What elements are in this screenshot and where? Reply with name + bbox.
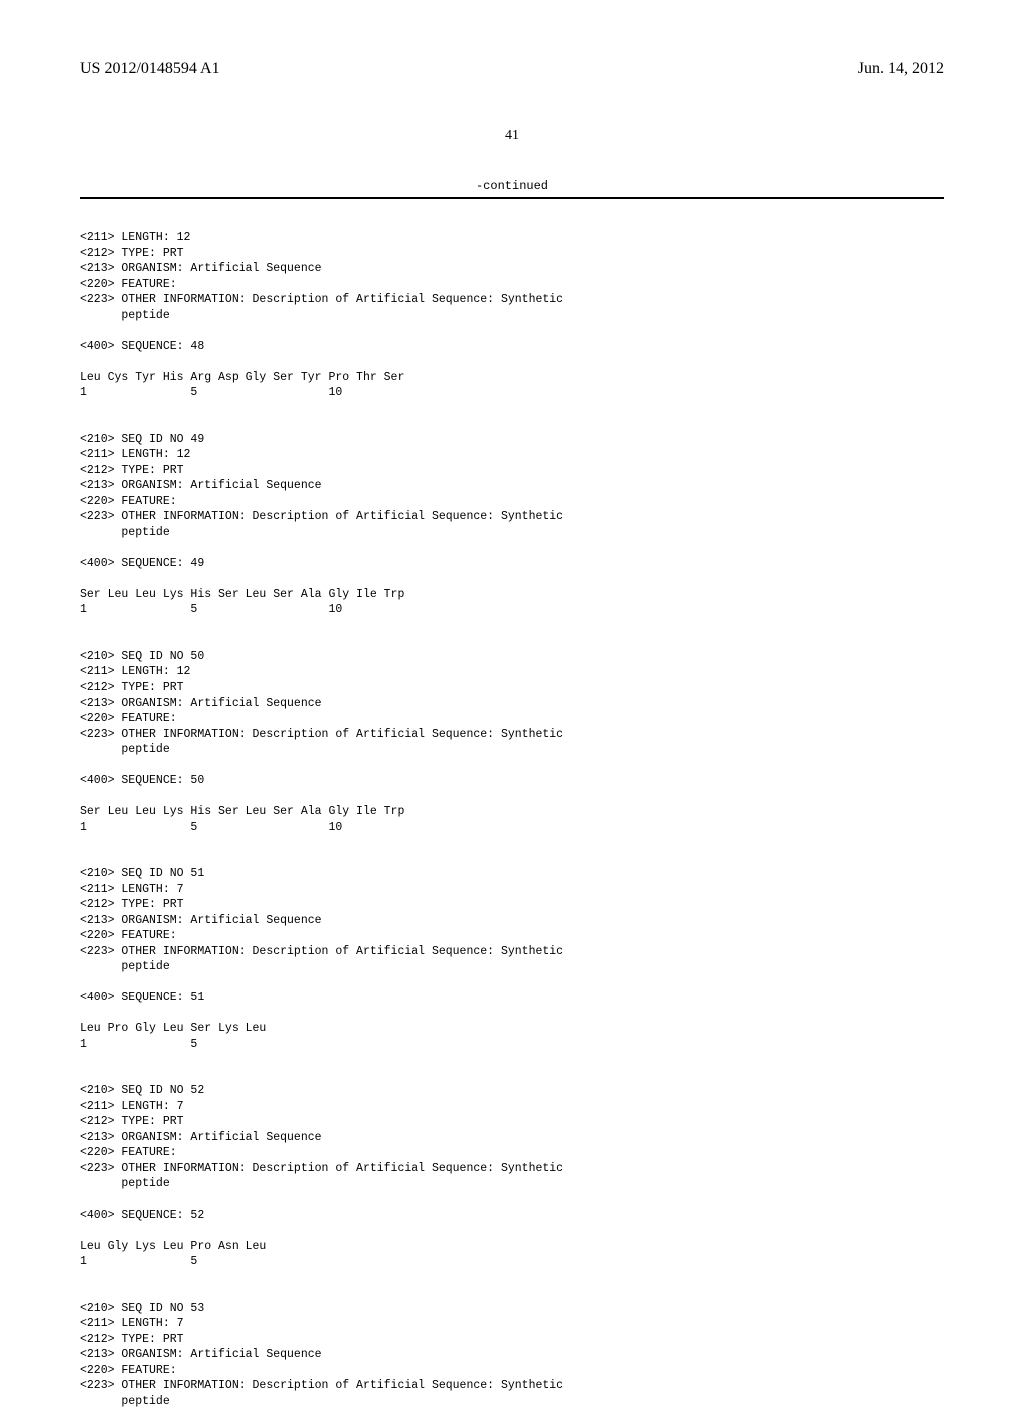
publication-number: US 2012/0148594 A1 — [80, 60, 220, 78]
page-number: 41 — [80, 128, 944, 144]
continued-label: -continued — [80, 179, 944, 193]
sequence-listing-container: <211> LENGTH: 12 <212> TYPE: PRT <213> O… — [80, 197, 944, 1425]
sequence-listing: <211> LENGTH: 12 <212> TYPE: PRT <213> O… — [80, 230, 944, 1409]
publication-date: Jun. 14, 2012 — [858, 60, 944, 78]
document-header: US 2012/0148594 A1 Jun. 14, 2012 — [80, 60, 944, 78]
